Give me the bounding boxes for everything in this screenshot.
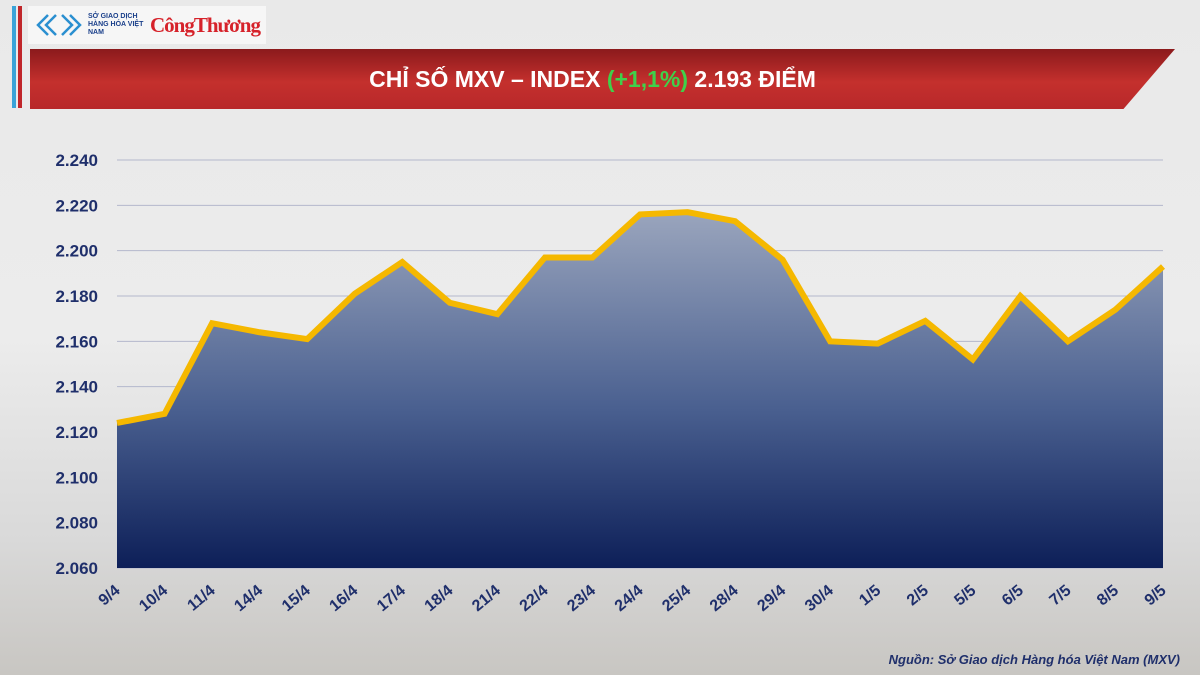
x-tick-label: 22/4 <box>517 582 552 615</box>
y-tick-label: 2.100 <box>55 468 98 487</box>
x-tick-label: 6/5 <box>999 582 1027 609</box>
x-tick-label: 17/4 <box>374 582 409 615</box>
title-banner: CHỈ SỐ MXV – INDEX (+1,1%) 2.193 ĐIỂM <box>30 49 1175 109</box>
y-tick-label: 2.240 <box>55 151 98 170</box>
y-tick-label: 2.200 <box>55 242 98 261</box>
mxv-logo-text: SỞ GIAO DỊCH HÀNG HÓA VIỆT NAM <box>88 13 144 36</box>
x-tick-label: 9/4 <box>96 582 124 609</box>
x-tick-label: 24/4 <box>612 582 647 615</box>
y-tick-label: 2.140 <box>55 378 98 397</box>
x-tick-label: 29/4 <box>754 582 789 615</box>
y-tick-label: 2.120 <box>55 423 98 442</box>
decor-stripe-red <box>18 6 22 108</box>
title-value: 2.193 ĐIỂM <box>694 65 816 92</box>
x-tick-label: 5/5 <box>951 582 979 609</box>
x-tick-label: 8/5 <box>1094 582 1122 609</box>
x-tick-label: 10/4 <box>136 582 171 615</box>
y-tick-label: 2.220 <box>55 196 98 215</box>
x-tick-label: 18/4 <box>422 582 457 615</box>
y-tick-label: 2.080 <box>55 514 98 533</box>
x-tick-label: 28/4 <box>707 582 742 615</box>
x-tick-label: 23/4 <box>564 582 599 615</box>
mxv-logo-icon <box>36 14 82 36</box>
title-prefix: CHỈ SỐ MXV – INDEX <box>369 65 601 92</box>
chart-title: CHỈ SỐ MXV – INDEX (+1,1%) 2.193 ĐIỂM <box>369 66 816 93</box>
source-note: Nguồn: Sở Giao dịch Hàng hóa Việt Nam (M… <box>888 652 1180 667</box>
area-fill <box>117 212 1163 568</box>
x-tick-label: 9/5 <box>1142 582 1170 609</box>
y-tick-label: 2.180 <box>55 287 98 306</box>
x-tick-label: 16/4 <box>327 582 362 615</box>
y-tick-label: 2.160 <box>55 332 98 351</box>
x-tick-label: 7/5 <box>1047 582 1075 609</box>
x-tick-label: 15/4 <box>279 582 314 615</box>
decor-stripe-blue <box>12 6 16 108</box>
x-tick-label: 21/4 <box>469 582 504 615</box>
x-tick-label: 11/4 <box>185 582 219 615</box>
x-tick-label: 14/4 <box>231 582 266 615</box>
x-tick-label: 25/4 <box>659 582 694 615</box>
title-change: (+1,1%) <box>606 65 689 92</box>
logo-bar: SỞ GIAO DỊCH HÀNG HÓA VIỆT NAM CôngThươn… <box>28 6 266 44</box>
x-tick-label: 30/4 <box>802 582 837 615</box>
y-tick-label: 2.060 <box>55 559 98 578</box>
congthuong-logo: CôngThương <box>150 12 261 37</box>
x-tick-label: 2/5 <box>904 582 932 609</box>
x-tick-label: 1/5 <box>856 582 884 609</box>
